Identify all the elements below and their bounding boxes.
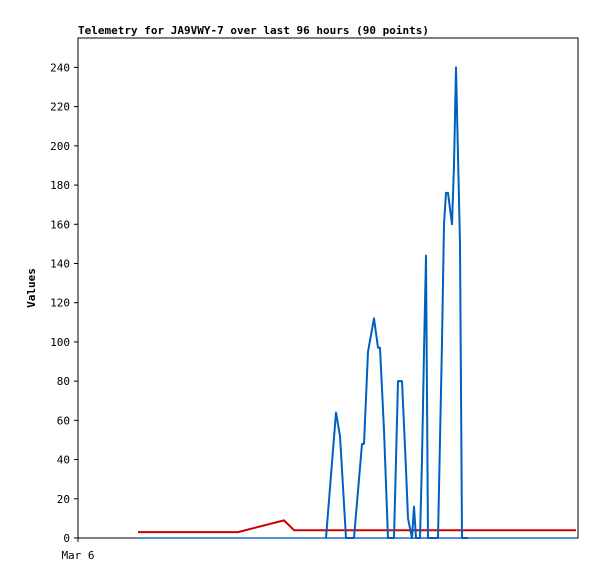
series-line-3 xyxy=(325,66,468,539)
plot-area xyxy=(77,37,579,539)
chart-title: Telemetry for JA9VWY-7 over last 96 hour… xyxy=(78,24,429,37)
series-layer xyxy=(138,66,576,539)
y-tick-label: 180 xyxy=(50,179,70,192)
y-tick-label: 80 xyxy=(57,375,70,388)
x-tick-label: Mar 6 xyxy=(61,549,94,562)
y-tick-label: 240 xyxy=(50,61,70,74)
y-tick-label: 140 xyxy=(50,257,70,270)
y-tick-label: 60 xyxy=(57,414,70,427)
series-line-1 xyxy=(138,519,576,534)
x-axis: Mar 6 xyxy=(61,538,95,562)
y-tick-label: 200 xyxy=(50,140,70,153)
y-tick-label: 100 xyxy=(50,336,70,349)
y-axis: 0 20 40 60 80 100 120 140 160 180 200 220 240 xyxy=(50,61,78,545)
y-tick-label: 220 xyxy=(50,101,70,114)
y-tick-label: 40 xyxy=(57,454,70,467)
y-tick-label: 20 xyxy=(57,493,70,506)
y-tick-label: 0 xyxy=(63,532,70,545)
y-tick-label: 120 xyxy=(50,297,70,310)
y-tick-label: 160 xyxy=(50,218,70,231)
y-axis-label: Values xyxy=(25,268,38,308)
